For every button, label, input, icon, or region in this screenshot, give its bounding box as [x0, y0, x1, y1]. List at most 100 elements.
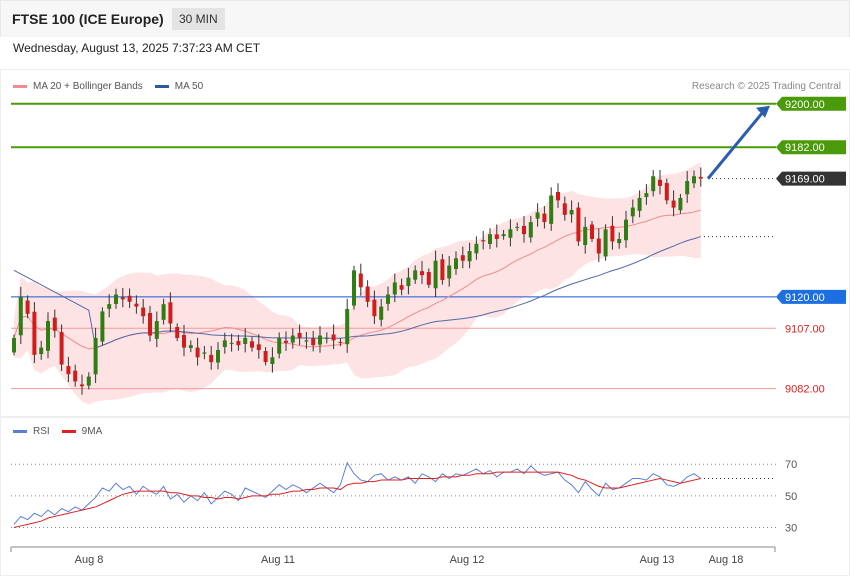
candle-body [93, 337, 98, 375]
instrument-title: FTSE 100 (ICE Europe) [12, 11, 164, 27]
candle-body [66, 366, 71, 375]
candle-body [168, 302, 173, 324]
candle-body [596, 238, 601, 254]
legend-swatch-ma50 [154, 85, 169, 88]
legend-label-rsi: RSI [33, 426, 50, 437]
candle-body [352, 270, 356, 306]
candle-body [671, 200, 676, 208]
candle-body [161, 304, 166, 320]
candle-body [610, 225, 615, 242]
candle-body [331, 334, 336, 341]
price-label-9169.00: 9169.00 [785, 174, 825, 186]
forecast-arrow-line [706, 109, 766, 180]
price-label-9182.00: 9182.00 [785, 142, 825, 154]
forecast-arrowhead [756, 105, 770, 118]
rsi-legend: RSI 9MA [13, 426, 114, 437]
x-tick-label: Aug 12 [450, 554, 485, 566]
candle-body [250, 341, 254, 348]
candle-body [624, 219, 628, 241]
candle-body [46, 321, 50, 351]
candle-body [256, 344, 261, 351]
legend-item-9ma: 9MA [61, 426, 103, 437]
rsi-axis-label-70: 70 [785, 459, 797, 471]
ma50-line [13, 236, 701, 349]
candle-body [617, 238, 622, 244]
candle-body [392, 282, 397, 295]
candle-body [365, 286, 370, 302]
candle-body [556, 191, 560, 201]
candle-body [236, 341, 241, 346]
rsi-axis-label-50: 50 [785, 491, 797, 503]
candle-body [114, 294, 118, 304]
timeframe-badge[interactable]: 30 MIN [172, 8, 225, 30]
price-badge-9169.00 [776, 171, 846, 186]
candle-body [18, 296, 23, 336]
price-label-9082.00: 9082.00 [785, 384, 825, 396]
x-tick-label: Aug 8 [75, 554, 104, 566]
x-tick-label: Aug 18 [709, 554, 744, 566]
price-badge-9182.00 [776, 140, 846, 155]
candle-body [501, 234, 506, 237]
legend-swatch-rsi [13, 430, 27, 433]
candle-body [576, 207, 581, 242]
legend-item-ma20: MA 20 + Bollinger Bands [13, 81, 143, 92]
price-badge-9120.00 [776, 289, 846, 304]
candle-body [39, 347, 44, 355]
candle-body [25, 300, 30, 314]
candle-body [515, 226, 520, 228]
candle-body [447, 265, 452, 279]
candle-body [460, 255, 465, 261]
candle-body [488, 234, 492, 244]
candle-body [297, 332, 302, 338]
candle-body [583, 226, 588, 246]
candle-body [304, 340, 309, 342]
candle-body [549, 195, 554, 224]
candle-body [120, 297, 125, 300]
chart-datetime: Wednesday, August 13, 2025 7:37:23 AM CE… [13, 41, 261, 55]
candle-body [440, 259, 445, 281]
candle-body [474, 243, 479, 254]
candle-body [658, 179, 662, 186]
legend-label-ma50: MA 50 [174, 81, 204, 92]
price-label-9107.00: 9107.00 [785, 323, 825, 335]
candle-body [127, 295, 132, 302]
main-legend: MA 20 + Bollinger Bands MA 50 [13, 81, 215, 92]
candle-body [528, 222, 533, 238]
candle-body [284, 340, 288, 343]
candle-body [229, 342, 234, 344]
research-credit: Research © 2025 Trading Central [691, 81, 841, 92]
candle-body [535, 212, 540, 219]
candle-body [324, 337, 329, 339]
candle-body [290, 335, 295, 343]
candle-body [318, 335, 322, 345]
candle-body [420, 271, 424, 276]
candle-body [222, 340, 227, 348]
legend-label-9ma: 9MA [81, 426, 103, 437]
x-tick-label: Aug 11 [261, 554, 295, 566]
candle-body [12, 337, 16, 353]
candle-body [413, 270, 418, 280]
x-tick-label: Aug 13 [640, 554, 675, 566]
candle-body [188, 345, 193, 349]
candle-body [637, 197, 642, 211]
candle-body [542, 213, 547, 223]
candle-body [406, 277, 411, 287]
candle-body [80, 384, 84, 387]
legend-label-ma20: MA 20 + Bollinger Bands [33, 81, 143, 92]
candle-body [467, 251, 472, 262]
candle-body [481, 240, 486, 242]
legend-item-rsi: RSI [13, 426, 50, 437]
candle-body [209, 354, 214, 363]
candle-body [243, 337, 248, 344]
candle-body [270, 357, 275, 365]
candle-body [182, 335, 186, 348]
candle-body [426, 272, 431, 285]
candle-body [379, 306, 384, 320]
candle-body [216, 350, 220, 363]
candle-body [698, 176, 703, 179]
candle-body [195, 347, 200, 358]
price-label-9200.00: 9200.00 [785, 99, 825, 111]
candle-body [59, 332, 64, 365]
rsi-axis-label-30: 30 [785, 523, 797, 535]
